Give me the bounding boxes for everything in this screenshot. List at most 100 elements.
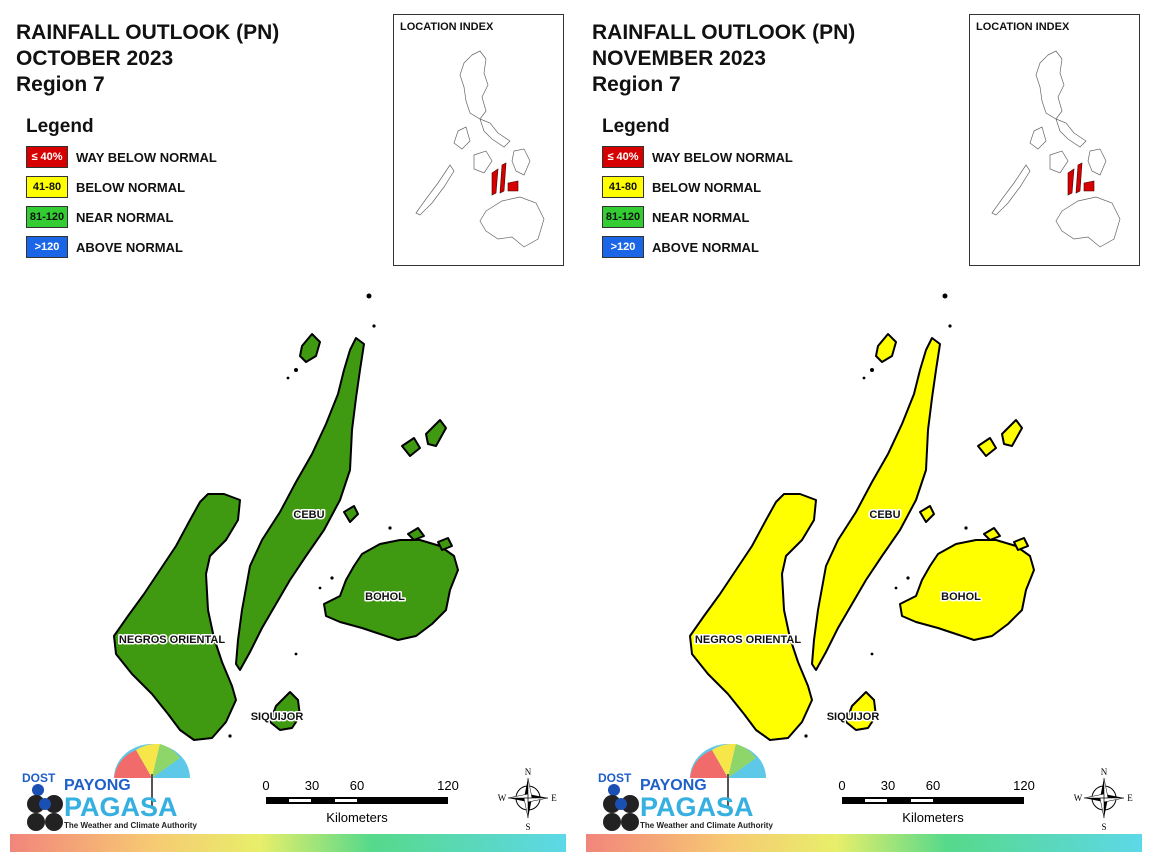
logo-agency: DOST bbox=[22, 771, 56, 785]
compass-s: S bbox=[1101, 822, 1106, 832]
province-label-cebu: CEBU bbox=[869, 509, 900, 521]
bohol-highlight bbox=[1083, 180, 1095, 192]
title-line-1: RAINFALL OUTLOOK (PN) bbox=[592, 21, 856, 44]
compass-rose-icon: N S E W bbox=[496, 764, 560, 834]
panel-title: RAINFALL OUTLOOK (PN) OCTOBER 2023 Regio… bbox=[16, 20, 279, 98]
compass-w: W bbox=[1074, 793, 1083, 803]
bantayan-shape bbox=[875, 333, 897, 363]
logo-brand-1: PAYONG bbox=[64, 777, 131, 794]
legend-label: ABOVE NORMAL bbox=[652, 240, 759, 255]
scale-bar: 0 30 60 120 Kilometers bbox=[250, 772, 470, 832]
mindanao-shape bbox=[1055, 196, 1121, 248]
legend-swatch: 81-120 bbox=[602, 206, 644, 228]
scale-unit: Kilometers bbox=[326, 810, 388, 825]
panay-shape bbox=[1049, 150, 1069, 174]
legend-row-above: >120 ABOVE NORMAL bbox=[26, 236, 183, 266]
camotes-shape bbox=[401, 419, 447, 457]
legend-row-below: 41-80 BELOW NORMAL bbox=[602, 176, 761, 206]
bohol-highlight bbox=[507, 180, 519, 192]
color-strip bbox=[586, 834, 1142, 852]
location-index-title: LOCATION INDEX bbox=[400, 21, 494, 33]
panel-title: RAINFALL OUTLOOK (PN) NOVEMBER 2023 Regi… bbox=[592, 20, 855, 98]
mactan-shape bbox=[343, 505, 359, 523]
legend-title: Legend bbox=[26, 116, 94, 137]
province-label-siquijor: SIQUIJOR bbox=[827, 711, 880, 723]
legend-label: ABOVE NORMAL bbox=[76, 240, 183, 255]
legend-label: WAY BELOW NORMAL bbox=[652, 150, 793, 165]
logo-tagline: The Weather and Climate Authority bbox=[640, 821, 773, 830]
luzon-shape bbox=[459, 50, 489, 120]
cebu-shape bbox=[235, 337, 365, 671]
camotes-shape bbox=[977, 419, 1023, 457]
samar-shape bbox=[1087, 148, 1107, 176]
legend-swatch: ≤ 40% bbox=[602, 146, 644, 168]
scale-tick: 0 bbox=[262, 778, 269, 793]
province-label-siquijor: SIQUIJOR bbox=[251, 711, 304, 723]
legend-label: NEAR NORMAL bbox=[652, 210, 750, 225]
title-line-3: Region 7 bbox=[592, 73, 681, 96]
legend: Legend ≤ 40% WAY BELOW NORMAL 41-80 BELO… bbox=[602, 116, 793, 266]
scale-tick: 60 bbox=[350, 778, 364, 793]
scale-unit: Kilometers bbox=[902, 810, 964, 825]
location-index-title: LOCATION INDEX bbox=[976, 21, 1070, 33]
mindoro-shape bbox=[1029, 126, 1047, 150]
color-strip bbox=[10, 834, 566, 852]
pagasa-umbrella-icon: DOST PAYONG PAGASA The Weather and Clima… bbox=[598, 743, 773, 831]
scale-tick: 120 bbox=[1013, 778, 1035, 793]
legend-row-below: 41-80 BELOW NORMAL bbox=[26, 176, 185, 206]
legend-row-near: 81-120 NEAR NORMAL bbox=[602, 206, 750, 236]
payong-pagasa-logo: DOST PAYONG PAGASA The Weather and Clima… bbox=[590, 738, 790, 838]
legend-swatch: >120 bbox=[26, 236, 68, 258]
compass-w: W bbox=[498, 793, 507, 803]
outlook-panel-november: RAINFALL OUTLOOK (PN) NOVEMBER 2023 Regi… bbox=[576, 0, 1152, 864]
pagasa-umbrella-icon: DOST PAYONG PAGASA The Weather and Clima… bbox=[22, 743, 197, 831]
legend: Legend ≤ 40% WAY BELOW NORMAL 41-80 BELO… bbox=[26, 116, 217, 266]
location-index: LOCATION INDEX bbox=[969, 14, 1140, 266]
philippines-locator-map bbox=[991, 50, 1121, 248]
province-label-negros-oriental: NEGROS ORIENTAL bbox=[695, 634, 801, 646]
compass-n: N bbox=[525, 767, 532, 777]
bohol-shape bbox=[899, 539, 1035, 641]
bantayan-shape bbox=[299, 333, 321, 363]
legend-label: BELOW NORMAL bbox=[652, 180, 762, 195]
title-line-3: Region 7 bbox=[16, 73, 105, 96]
legend-row-near: 81-120 NEAR NORMAL bbox=[26, 206, 174, 236]
cebu-highlight bbox=[1075, 162, 1083, 194]
islet-shape bbox=[407, 527, 453, 551]
mindoro-shape bbox=[453, 126, 471, 150]
palawan-shape bbox=[415, 164, 455, 216]
bicol-shape bbox=[479, 118, 511, 148]
logo-brand-2: PAGASA bbox=[64, 792, 178, 822]
philippines-locator-map bbox=[415, 50, 545, 248]
logo-brand-2: PAGASA bbox=[640, 792, 754, 822]
bicol-shape bbox=[1055, 118, 1087, 148]
cebu-highlight bbox=[499, 162, 507, 194]
title-line-2: OCTOBER 2023 bbox=[16, 47, 174, 70]
region-7-highlight bbox=[1067, 162, 1095, 196]
legend-row-way-below: ≤ 40% WAY BELOW NORMAL bbox=[602, 146, 793, 176]
legend-row-above: >120 ABOVE NORMAL bbox=[602, 236, 759, 266]
luzon-shape bbox=[1035, 50, 1065, 120]
scale-bar: 0 30 60 120 Kilometers bbox=[826, 772, 1046, 832]
legend-swatch: 41-80 bbox=[26, 176, 68, 198]
province-label-bohol: BOHOL bbox=[941, 591, 981, 603]
legend-label: NEAR NORMAL bbox=[76, 210, 174, 225]
scale-tick: 60 bbox=[926, 778, 940, 793]
legend-label: BELOW NORMAL bbox=[76, 180, 186, 195]
region-7-highlight bbox=[491, 162, 519, 196]
scale-tick: 0 bbox=[838, 778, 845, 793]
panay-shape bbox=[473, 150, 493, 174]
legend-swatch: ≤ 40% bbox=[26, 146, 68, 168]
legend-swatch: 41-80 bbox=[602, 176, 644, 198]
legend-swatch: 81-120 bbox=[26, 206, 68, 228]
samar-shape bbox=[511, 148, 531, 176]
cebu-shape bbox=[811, 337, 941, 671]
payong-pagasa-logo: DOST PAYONG PAGASA The Weather and Clima… bbox=[14, 738, 214, 838]
scale-tick: 30 bbox=[305, 778, 319, 793]
negros-highlight bbox=[491, 168, 499, 196]
scale-tick: 120 bbox=[437, 778, 459, 793]
region-7-map: CEBU BOHOL NEGROS ORIENTAL SIQUIJOR bbox=[113, 293, 459, 741]
legend-swatch: >120 bbox=[602, 236, 644, 258]
siquijor-shape bbox=[269, 691, 301, 731]
